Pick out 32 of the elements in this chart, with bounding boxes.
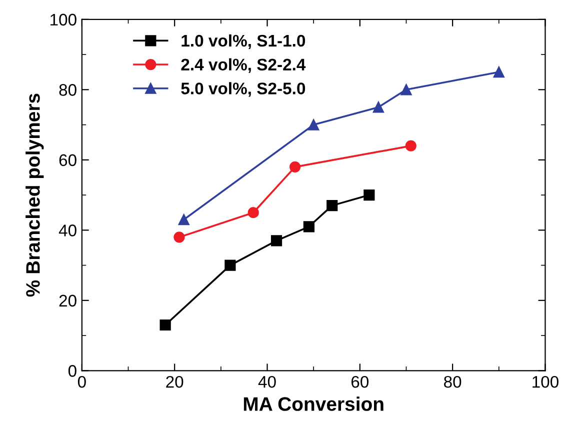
y-axis-title: % Branched polymers xyxy=(26,94,44,297)
legend-label: 2.4 vol%, S2-2.4 xyxy=(181,58,306,73)
x-tick-label: 40 xyxy=(258,376,276,388)
x-axis-title: MA Conversion xyxy=(244,396,384,411)
point xyxy=(372,102,384,113)
y-tick-label: 40 xyxy=(58,224,76,236)
y-tick-label: 0 xyxy=(68,365,76,377)
point xyxy=(308,119,320,130)
point xyxy=(405,140,416,152)
x-tick-label: 60 xyxy=(351,376,369,388)
x-tick-label: 20 xyxy=(166,376,184,388)
point xyxy=(303,221,314,232)
point xyxy=(493,66,504,78)
legend-label: 1.0 vol%, S1-1.0 xyxy=(182,34,306,50)
point xyxy=(364,189,375,201)
point xyxy=(289,161,301,172)
x-tick-label: 80 xyxy=(444,376,462,388)
point xyxy=(174,232,185,243)
x-tick-label: 100 xyxy=(532,376,558,388)
legend-label: 5.0 vol%, S2-5.0 xyxy=(181,82,306,97)
point xyxy=(178,214,190,226)
point xyxy=(248,207,259,218)
y-tick-label: 80 xyxy=(59,84,76,96)
point xyxy=(400,84,412,96)
point xyxy=(270,235,282,246)
point xyxy=(224,260,236,271)
x-tick-label: 0 xyxy=(78,376,86,388)
point xyxy=(160,319,171,331)
y-tick-label: 100 xyxy=(50,14,76,26)
point xyxy=(326,200,338,212)
y-tick-label: 60 xyxy=(59,154,76,166)
y-tick-label: 20 xyxy=(59,294,76,307)
